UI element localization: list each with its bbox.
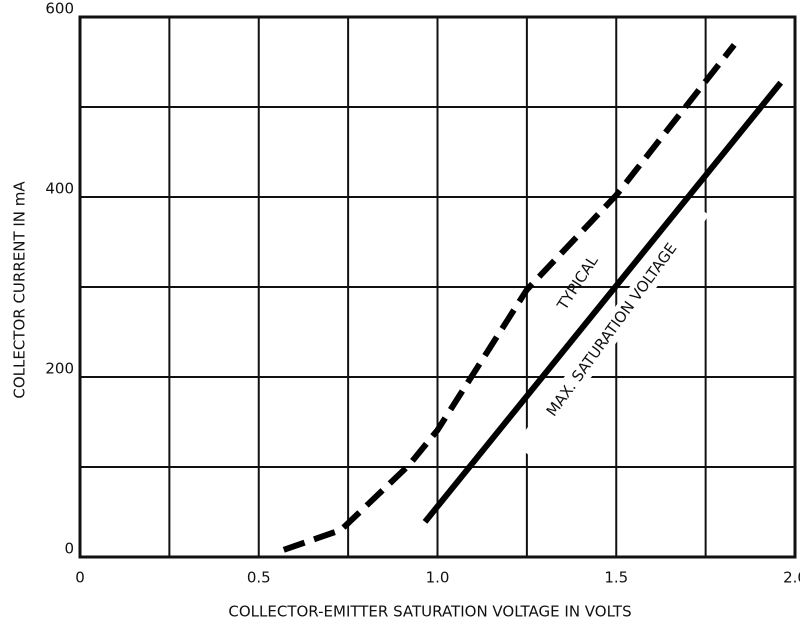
y-tick-label: 200 <box>45 360 74 378</box>
x-tick-label: 0.5 <box>247 569 271 587</box>
y-tick-label: 400 <box>45 180 74 198</box>
y-axis-label: COLLECTOR CURRENT IN mA <box>11 181 29 399</box>
y-tick-label: 600 <box>45 0 74 18</box>
series-line <box>422 80 784 524</box>
x-tick-label: 1.0 <box>426 569 450 587</box>
x-axis-label: COLLECTOR-EMITTER SATURATION VOLTAGE IN … <box>228 603 631 621</box>
series-line <box>282 43 737 553</box>
x-tick-label: 0 <box>75 569 85 587</box>
y-tick-label: 0 <box>64 540 74 558</box>
x-tick-label: 2.0 <box>783 569 800 587</box>
annotation-bg <box>514 202 710 458</box>
series-annotation: MAX. SATURATION VOLTAGE <box>543 240 681 420</box>
plot-frame <box>78 15 797 559</box>
series-annotation: TYPICAL <box>553 252 602 314</box>
x-tick-label: 1.5 <box>604 569 628 587</box>
